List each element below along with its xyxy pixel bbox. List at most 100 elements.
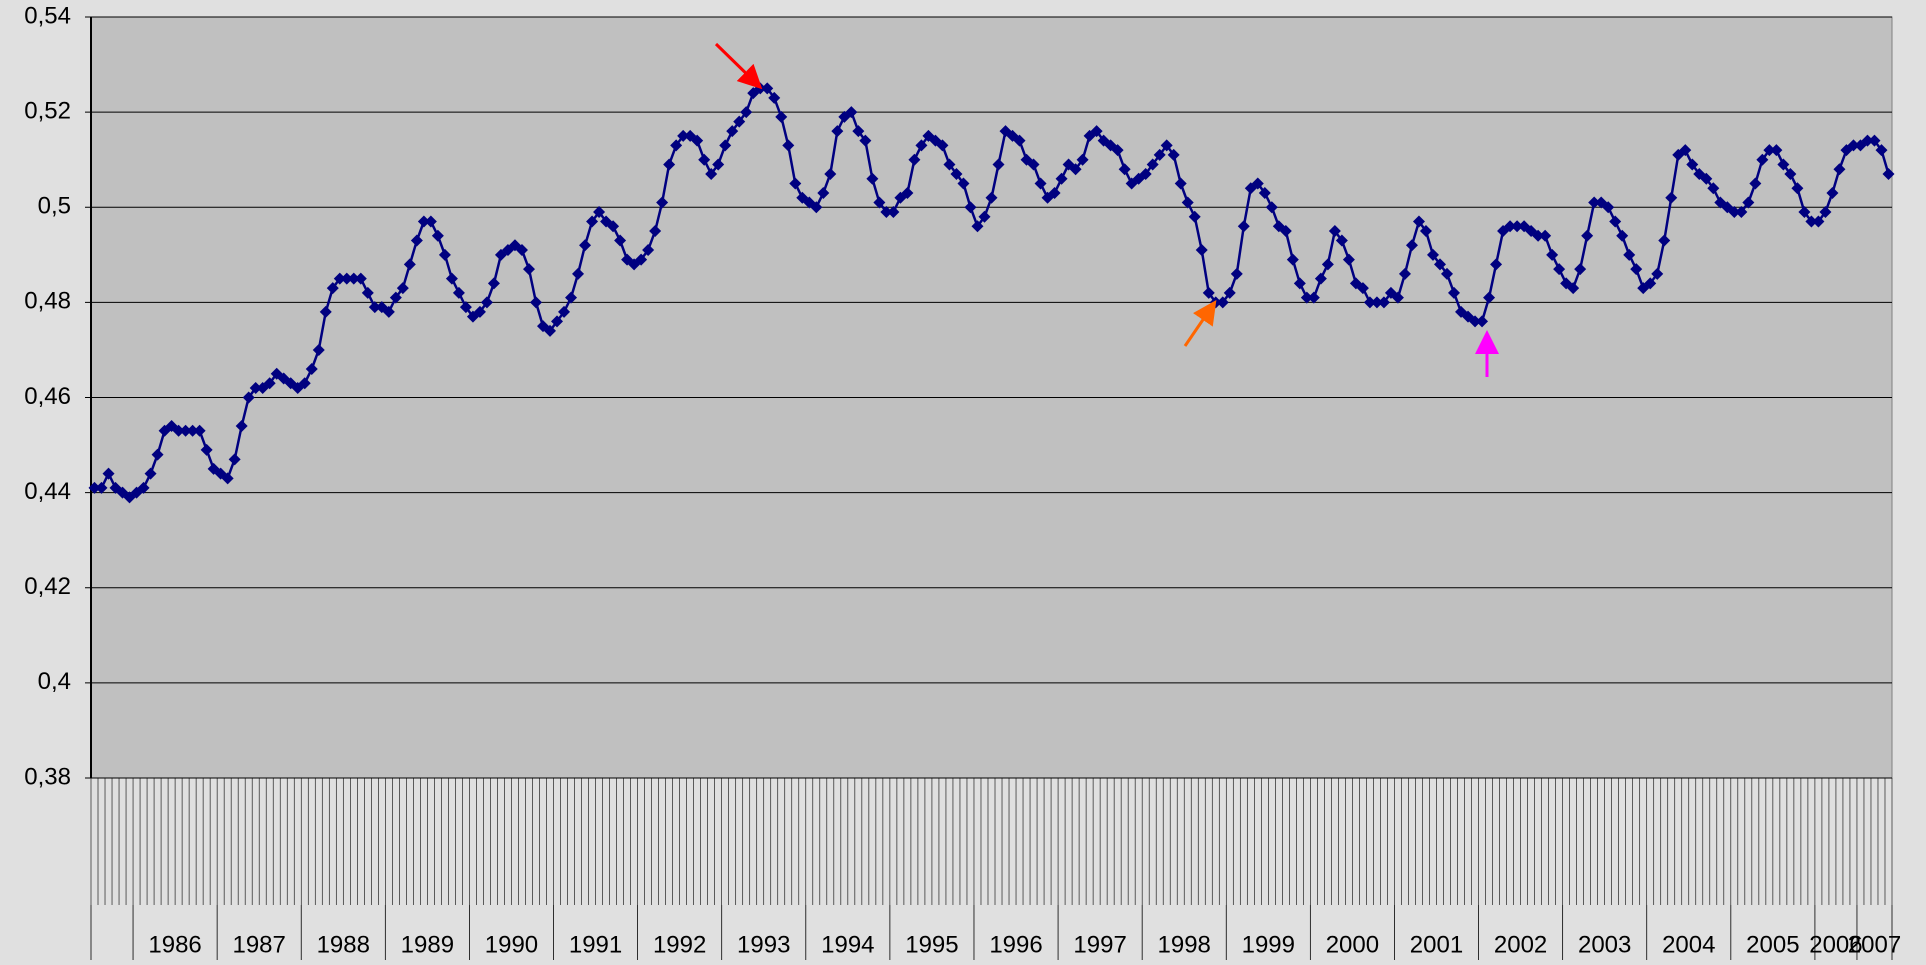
data-marker <box>1791 182 1804 195</box>
data-marker <box>1798 206 1811 219</box>
data-marker <box>726 125 739 138</box>
data-marker <box>235 420 248 433</box>
data-marker <box>1539 229 1552 242</box>
data-marker <box>1770 144 1783 157</box>
data-marker <box>1875 144 1888 157</box>
data-marker <box>1293 277 1306 290</box>
data-marker <box>901 186 914 199</box>
data-marker <box>544 324 557 337</box>
data-marker <box>1391 291 1404 304</box>
data-marker <box>845 106 858 119</box>
x-group-label: 1999 <box>1242 931 1295 958</box>
data-marker <box>1581 229 1594 242</box>
data-marker <box>908 153 921 166</box>
data-marker <box>1616 229 1629 242</box>
data-marker <box>1756 153 1769 166</box>
data-marker <box>1237 220 1250 233</box>
data-marker <box>1167 148 1180 161</box>
data-marker <box>915 139 928 152</box>
data-marker <box>1700 172 1713 185</box>
data-marker <box>1483 291 1496 304</box>
x-group-label: 1995 <box>905 931 958 958</box>
y-tick-label: 0,46 <box>24 383 71 410</box>
data-marker <box>1412 215 1425 228</box>
data-marker <box>887 206 900 219</box>
data-marker <box>635 253 648 266</box>
data-marker <box>522 263 535 276</box>
data-marker <box>1307 291 1320 304</box>
x-group-label: 1990 <box>485 931 538 958</box>
data-marker <box>1363 296 1376 309</box>
data-marker <box>642 244 655 257</box>
x-group-label: 2003 <box>1578 931 1631 958</box>
data-marker <box>1812 215 1825 228</box>
data-marker <box>1658 234 1671 247</box>
data-marker <box>480 296 493 309</box>
data-marker <box>445 272 458 285</box>
data-marker <box>396 282 409 295</box>
annotation-arrow <box>714 42 763 90</box>
x-group-label: 1989 <box>401 931 454 958</box>
data-marker <box>403 258 416 271</box>
x-group-label: 1987 <box>232 931 285 958</box>
data-marker <box>1153 148 1166 161</box>
data-marker <box>333 272 346 285</box>
y-tick-label: 0,4 <box>38 668 71 695</box>
data-marker <box>572 267 585 280</box>
y-tick-label: 0,42 <box>24 573 71 600</box>
data-marker <box>1034 177 1047 190</box>
data-marker <box>586 215 599 228</box>
data-marker <box>1279 225 1292 238</box>
data-marker <box>1728 206 1741 219</box>
data-marker <box>859 134 872 147</box>
data-marker <box>1174 177 1187 190</box>
chart-layer: 0,38 0,4 0,42 0,44 0,46 0,48 0,5 0,52 0,54 1986 19… <box>24 2 1901 960</box>
data-marker <box>529 296 542 309</box>
data-marker <box>607 220 620 233</box>
data-marker <box>1826 186 1839 199</box>
data-marker <box>1314 272 1327 285</box>
y-tick-label: 0,48 <box>24 288 71 315</box>
data-marker <box>1707 182 1720 195</box>
data-marker <box>1735 206 1748 219</box>
data-marker <box>677 129 690 142</box>
data-marker <box>1546 248 1559 261</box>
data-marker <box>579 239 592 252</box>
data-marker <box>978 210 991 223</box>
data-marker <box>691 134 704 147</box>
data-marker <box>459 301 472 314</box>
data-marker <box>361 286 374 299</box>
x-group-label: 1993 <box>737 931 790 958</box>
data-marker <box>712 158 725 171</box>
data-marker <box>249 381 262 394</box>
y-tick-label: 0,5 <box>38 193 71 220</box>
data-marker <box>298 377 311 390</box>
data-marker <box>957 177 970 190</box>
data-marker <box>1223 286 1236 299</box>
data-marker <box>1398 267 1411 280</box>
data-marker <box>172 424 185 437</box>
data-marker <box>1588 196 1601 209</box>
data-marker <box>305 362 318 375</box>
data-marker <box>1328 225 1341 238</box>
data-marker <box>1868 134 1881 147</box>
data-marker <box>1188 210 1201 223</box>
data-marker <box>1665 191 1678 204</box>
data-marker <box>782 139 795 152</box>
data-marker <box>1370 296 1383 309</box>
data-marker <box>1335 234 1348 247</box>
data-marker <box>1476 315 1489 328</box>
data-marker <box>263 377 276 390</box>
data-marker <box>144 467 157 480</box>
data-marker <box>1805 215 1818 228</box>
data-marker <box>1118 163 1131 176</box>
data-marker <box>1777 158 1790 171</box>
x-group-label: 1998 <box>1158 931 1211 958</box>
data-marker <box>515 244 528 257</box>
data-marker <box>1784 167 1797 180</box>
data-marker <box>179 424 192 437</box>
data-marker <box>1195 244 1208 257</box>
data-marker <box>1139 167 1152 180</box>
data-marker <box>431 229 444 242</box>
y-tick-label: 0,52 <box>24 97 71 124</box>
